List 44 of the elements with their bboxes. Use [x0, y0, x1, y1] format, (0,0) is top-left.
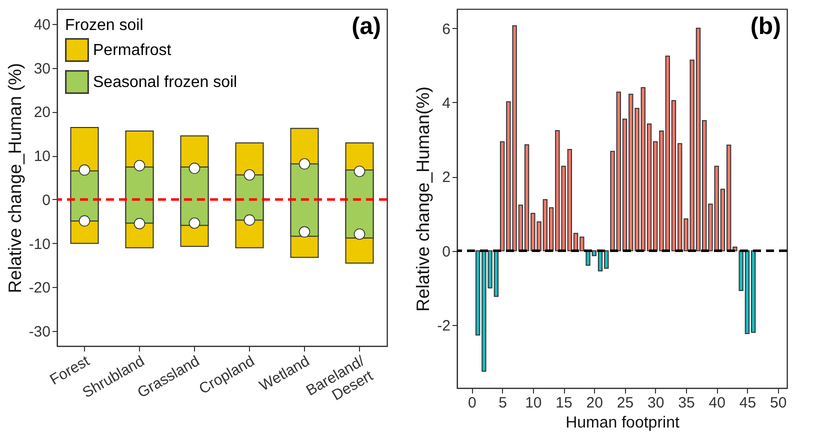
x-tick-label: 5 — [498, 394, 507, 412]
x-tick-label: 40 — [708, 394, 726, 412]
point — [78, 164, 90, 176]
y-tick-label: 0 — [442, 243, 450, 260]
y-axis-title: Relative change_Human(%) — [413, 86, 434, 312]
y-tick-label: 10 — [34, 148, 50, 166]
point — [244, 169, 256, 180]
point — [354, 228, 366, 240]
y-tick-label: -20 — [28, 280, 50, 297]
point — [188, 162, 200, 174]
y-tick-label: 2 — [442, 169, 450, 186]
x-tick-label: 20 — [586, 394, 603, 412]
x-tick-label: 25 — [616, 394, 634, 412]
y-tick-label: 30 — [34, 60, 50, 78]
y-axis-title: Relative change_Human (%) — [4, 62, 25, 294]
x-tick-label: 0 — [468, 394, 476, 412]
point — [244, 214, 256, 226]
x-tick-label: 10 — [525, 394, 542, 412]
point — [78, 215, 90, 227]
annotation: (b) — [750, 13, 781, 40]
x-tick-label: 35 — [678, 394, 695, 412]
point — [298, 226, 310, 238]
point — [134, 218, 146, 230]
y-tick-label: 0 — [42, 192, 50, 209]
y-tick-label: -2 — [437, 317, 450, 334]
point — [134, 160, 146, 172]
point — [188, 218, 200, 229]
y-tick-label: -10 — [28, 236, 50, 253]
y-tick-label: 6 — [442, 20, 450, 38]
y-tick-label: 20 — [34, 104, 50, 122]
y-tick-label: -30 — [28, 324, 50, 341]
legend-title: Frozen soil — [65, 17, 144, 34]
x-tick-label: 30 — [648, 394, 664, 412]
x-tick-label: 50 — [770, 394, 787, 412]
point — [354, 166, 366, 177]
x-tick-label: 15 — [556, 394, 572, 412]
x-axis-title: Human footprint — [566, 414, 680, 432]
x-tick-label: 45 — [739, 394, 756, 412]
y-tick-label: 4 — [442, 94, 450, 112]
point — [298, 158, 310, 170]
legend-label: Seasonal frozen soil — [93, 74, 238, 91]
legend-label: Permafrost — [93, 42, 172, 59]
y-tick-label: 40 — [34, 16, 50, 34]
annotation: (a) — [352, 13, 381, 40]
